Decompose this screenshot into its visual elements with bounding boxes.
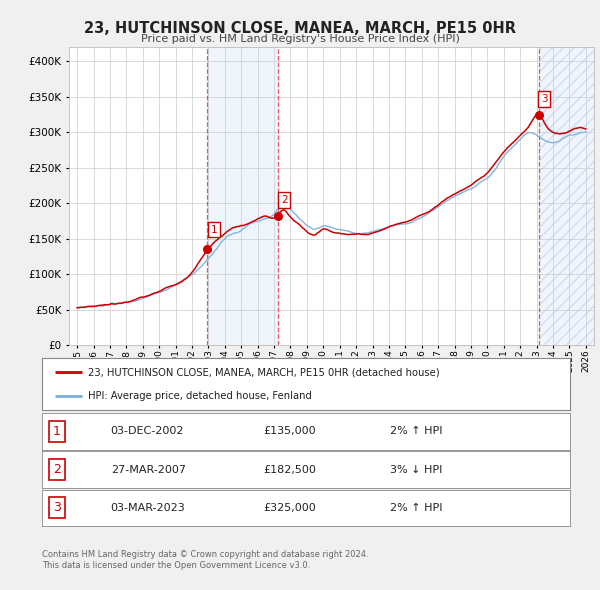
Text: 3: 3 — [541, 94, 548, 104]
Bar — [207, 47, 278, 345]
Text: £135,000: £135,000 — [264, 427, 316, 436]
Text: £325,000: £325,000 — [264, 503, 317, 513]
Text: 3% ↓ HPI: 3% ↓ HPI — [391, 465, 443, 474]
Text: HPI: Average price, detached house, Fenland: HPI: Average price, detached house, Fenl… — [88, 391, 313, 401]
Text: 23, HUTCHINSON CLOSE, MANEA, MARCH, PE15 0HR (detached house): 23, HUTCHINSON CLOSE, MANEA, MARCH, PE15… — [88, 367, 440, 377]
Bar — [539, 47, 594, 345]
Bar — [539, 47, 594, 345]
Text: Price paid vs. HM Land Registry's House Price Index (HPI): Price paid vs. HM Land Registry's House … — [140, 34, 460, 44]
Text: 2: 2 — [53, 463, 61, 476]
Text: This data is licensed under the Open Government Licence v3.0.: This data is licensed under the Open Gov… — [42, 560, 310, 569]
Text: 03-DEC-2002: 03-DEC-2002 — [110, 427, 184, 436]
Text: 03-MAR-2023: 03-MAR-2023 — [110, 503, 185, 513]
Text: 23, HUTCHINSON CLOSE, MANEA, MARCH, PE15 0HR: 23, HUTCHINSON CLOSE, MANEA, MARCH, PE15… — [84, 21, 516, 35]
Text: 2: 2 — [281, 195, 288, 205]
Text: 2% ↑ HPI: 2% ↑ HPI — [391, 427, 443, 436]
Text: Contains HM Land Registry data © Crown copyright and database right 2024.: Contains HM Land Registry data © Crown c… — [42, 550, 368, 559]
Text: 3: 3 — [53, 502, 61, 514]
Text: 2% ↑ HPI: 2% ↑ HPI — [391, 503, 443, 513]
Text: 1: 1 — [211, 225, 217, 234]
Text: 27-MAR-2007: 27-MAR-2007 — [110, 465, 185, 474]
Text: 1: 1 — [53, 425, 61, 438]
Text: £182,500: £182,500 — [264, 465, 317, 474]
